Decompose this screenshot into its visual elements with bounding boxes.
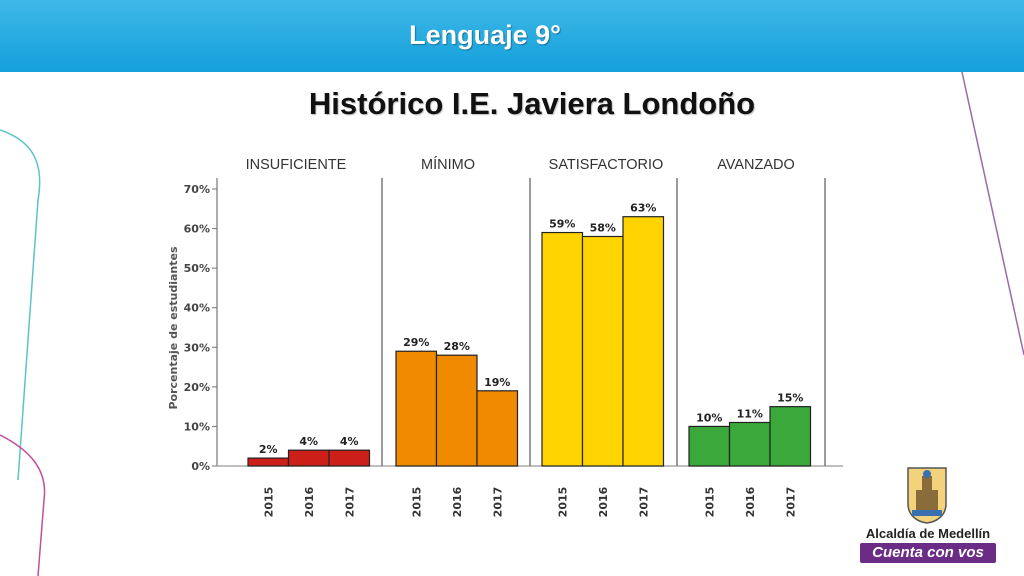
teal-curve-decoration bbox=[0, 129, 41, 481]
bar-value-label: 15% bbox=[777, 392, 803, 405]
x-tick-label: 2017 bbox=[491, 487, 504, 518]
y-tick-label: 30% bbox=[184, 341, 210, 354]
bar-value-label: 29% bbox=[403, 336, 429, 349]
slide-title: Histórico I.E. Javiera Londoño bbox=[308, 86, 756, 121]
y-tick-label: 20% bbox=[184, 381, 210, 394]
bar-value-label: 4% bbox=[299, 435, 318, 448]
magenta-curve-decoration bbox=[0, 434, 46, 576]
bar bbox=[581, 235, 624, 467]
x-tick-label: 2017 bbox=[784, 487, 797, 518]
bar-value-label: 2% bbox=[259, 443, 278, 456]
bar-value-label: 10% bbox=[696, 411, 722, 424]
bar bbox=[247, 457, 290, 467]
x-tick-label: 2016 bbox=[451, 486, 464, 517]
x-tick-label: 2017 bbox=[637, 487, 650, 518]
header-title: Lenguaje 9° bbox=[409, 20, 561, 50]
bar bbox=[541, 231, 584, 467]
y-tick-label: 0% bbox=[191, 460, 210, 473]
bar-value-label: 63% bbox=[630, 202, 656, 215]
x-tick-label: 2015 bbox=[410, 487, 423, 518]
bar bbox=[476, 390, 519, 467]
coat-of-arms-icon bbox=[907, 467, 947, 524]
bar-value-label: 4% bbox=[340, 435, 359, 448]
purple-line-decoration bbox=[961, 71, 1024, 356]
x-tick-label: 2016 bbox=[597, 486, 610, 517]
bar bbox=[287, 449, 330, 467]
x-tick-label: 2015 bbox=[556, 487, 569, 518]
category-label: AVANZADO bbox=[717, 157, 795, 173]
x-tick-label: 2016 bbox=[744, 486, 757, 517]
bar-value-label: 58% bbox=[590, 221, 616, 234]
alcaldia-logo: Alcaldía de Medellín Cuenta con vos bbox=[858, 466, 998, 566]
bar bbox=[395, 350, 438, 467]
y-tick-label: 70% bbox=[184, 183, 210, 196]
header-banner: Lenguaje 9° bbox=[0, 0, 1024, 72]
category-label: INSUFICIENTE bbox=[246, 157, 347, 173]
bar-value-label: 19% bbox=[484, 376, 510, 389]
x-tick-label: 2015 bbox=[703, 487, 716, 518]
x-tick-label: 2016 bbox=[303, 486, 316, 517]
y-tick-label: 40% bbox=[184, 302, 210, 315]
bar-value-label: 59% bbox=[549, 218, 575, 231]
category-label: SATISFACTORIO bbox=[549, 157, 664, 173]
bar bbox=[622, 216, 665, 467]
bar-value-label: 11% bbox=[737, 407, 763, 420]
logo-text-alcaldia: Alcaldía de Medellín bbox=[865, 526, 991, 541]
bar bbox=[688, 425, 731, 467]
bar bbox=[328, 449, 371, 467]
category-label: MÍNIMO bbox=[421, 156, 475, 173]
x-tick-label: 2015 bbox=[262, 487, 275, 518]
y-tick-label: 10% bbox=[184, 420, 210, 433]
bar bbox=[435, 354, 478, 467]
bar bbox=[728, 421, 771, 467]
x-tick-label: 2017 bbox=[343, 487, 356, 518]
bar bbox=[769, 406, 812, 467]
bar-value-label: 28% bbox=[444, 340, 470, 353]
y-tick-label: 50% bbox=[184, 262, 210, 275]
logo-text-slogan: Cuenta con vos bbox=[860, 543, 996, 563]
y-tick-label: 60% bbox=[184, 223, 210, 236]
y-axis-title: Porcentaje de estudiantes bbox=[167, 246, 180, 409]
